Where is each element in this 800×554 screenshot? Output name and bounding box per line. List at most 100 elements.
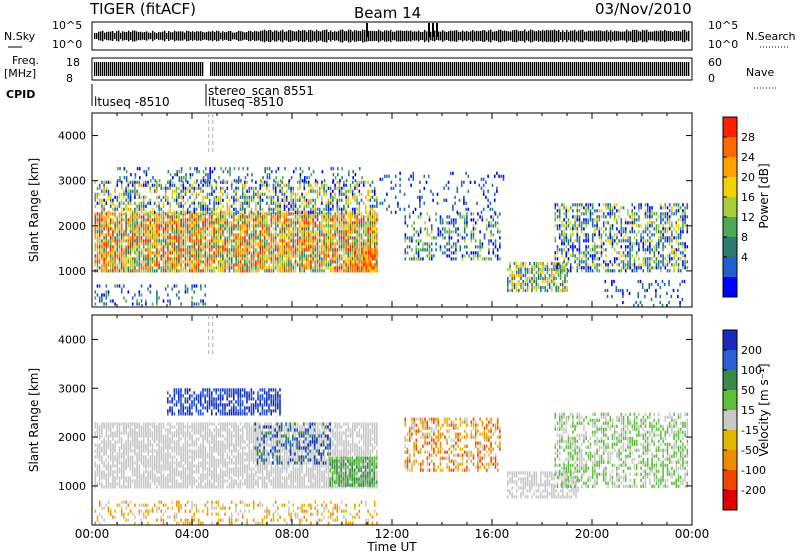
range-cell — [365, 195, 367, 199]
range-cell — [208, 260, 211, 264]
noise-bar — [192, 31, 194, 41]
range-cell — [149, 260, 152, 264]
range-cell — [345, 210, 347, 214]
freq-bar — [388, 62, 390, 76]
range-cell — [136, 299, 138, 303]
range-cell — [241, 204, 244, 208]
range-cell — [156, 254, 158, 258]
range-cell — [288, 183, 290, 187]
freq-bar — [194, 62, 196, 76]
noise-bar — [464, 31, 466, 41]
range-cell — [211, 218, 213, 222]
range-cell — [569, 206, 572, 210]
range-cell — [314, 189, 317, 193]
range-cell — [259, 242, 262, 246]
freq-bar — [332, 62, 334, 76]
range-cell — [585, 251, 587, 255]
range-cell — [270, 233, 273, 237]
range-cell — [281, 266, 284, 270]
range-cell — [175, 215, 178, 219]
noise-bar — [472, 30, 474, 42]
noise-bar — [620, 31, 622, 41]
range-cell — [602, 230, 605, 234]
range-cell — [428, 242, 431, 246]
range-cell — [347, 269, 350, 273]
range-cell — [477, 245, 479, 249]
range-cell — [182, 180, 185, 184]
range-cell — [299, 260, 301, 264]
range-cell — [351, 180, 354, 184]
range-cell — [255, 263, 257, 267]
noise-bar — [522, 31, 524, 41]
range-cell — [310, 266, 312, 270]
range-cell — [263, 192, 266, 196]
range-cell — [134, 186, 136, 190]
range-cell — [277, 254, 279, 258]
range-cell — [244, 269, 246, 273]
range-cell — [339, 179, 341, 183]
range-cell — [156, 204, 158, 208]
range-cell — [340, 198, 343, 202]
range-cell — [204, 242, 207, 246]
range-cell — [127, 195, 130, 199]
range-cell — [200, 227, 202, 231]
range-cell — [107, 245, 110, 249]
range-cell — [332, 239, 334, 243]
range-cell — [585, 212, 587, 216]
range-cell — [356, 236, 358, 240]
range-cell — [270, 201, 273, 205]
freq-bar — [264, 62, 266, 76]
range-cell — [140, 293, 143, 297]
range-cell — [98, 257, 101, 261]
range-cell — [323, 251, 325, 255]
range-cell — [367, 189, 369, 193]
freq-bar — [652, 62, 654, 76]
range-cell — [556, 215, 559, 219]
range-cell — [160, 254, 163, 258]
range-cell — [96, 242, 99, 246]
range-cell — [477, 218, 479, 222]
range-cell — [185, 173, 187, 177]
range-cell — [559, 288, 562, 293]
range-cell — [171, 287, 174, 291]
freq-bar — [250, 62, 252, 76]
range-cell — [239, 233, 242, 237]
range-cell — [257, 224, 259, 228]
freq-bar — [410, 62, 412, 76]
range-cell — [580, 269, 583, 273]
range-cell — [171, 224, 174, 228]
range-cell — [474, 221, 477, 225]
range-cell — [272, 189, 275, 193]
range-cell — [307, 239, 310, 243]
range-cell — [257, 269, 259, 273]
range-cell — [259, 186, 262, 190]
range-cell — [546, 282, 549, 287]
range-cell — [452, 251, 455, 255]
cpid-label: CPID — [6, 88, 35, 101]
range-cell — [204, 207, 207, 211]
range-cell — [334, 212, 336, 216]
range-cell — [162, 210, 165, 214]
range-cell — [134, 201, 136, 205]
range-cell — [383, 174, 386, 178]
range-cell — [351, 210, 354, 214]
range-cell — [358, 183, 361, 187]
range-cell — [558, 236, 561, 240]
noise-bar — [448, 31, 450, 41]
range-cell — [325, 212, 328, 216]
freq-bar — [508, 62, 510, 76]
noise-bar — [204, 32, 206, 40]
range-cell — [465, 171, 467, 175]
range-cell — [268, 236, 270, 240]
noise-bar — [334, 31, 336, 41]
noise-bar — [452, 31, 454, 41]
range-cell — [367, 260, 370, 264]
range-cell — [535, 261, 538, 266]
range-cell — [120, 266, 123, 270]
freq-bar — [476, 62, 478, 76]
freq-bar — [360, 62, 362, 76]
range-cell — [529, 261, 531, 266]
range-cell — [292, 239, 295, 243]
range-cell — [340, 233, 343, 237]
range-cell — [118, 236, 121, 240]
